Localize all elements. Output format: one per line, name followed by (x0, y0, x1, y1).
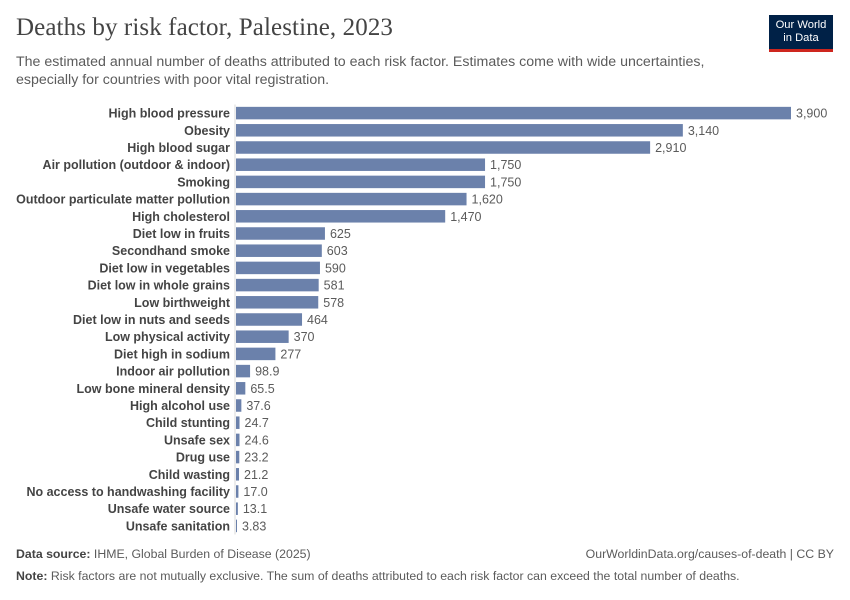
value-label: 37.6 (246, 399, 270, 413)
value-label: 1,750 (490, 175, 521, 189)
value-label: 1,470 (450, 210, 481, 224)
bar[interactable] (236, 485, 239, 498)
value-label: 464 (307, 313, 328, 327)
value-label: 24.6 (245, 433, 269, 447)
bar[interactable] (236, 519, 237, 533)
bar[interactable] (236, 450, 240, 464)
value-label: 1,620 (472, 193, 503, 207)
bar[interactable] (236, 364, 251, 378)
category-label: High blood pressure (108, 107, 230, 121)
category-label: Child stunting (146, 416, 230, 430)
category-label: Drug use (176, 451, 230, 465)
category-label: Diet low in nuts and seeds (73, 313, 230, 327)
logo-line-1: Our World (775, 19, 827, 31)
category-label: Unsafe sanitation (126, 519, 230, 533)
data-source-label: Data source: (16, 547, 91, 561)
bar[interactable] (236, 313, 303, 326)
bar[interactable] (236, 347, 276, 361)
bar[interactable] (236, 468, 240, 481)
value-label: 3.83 (242, 519, 266, 533)
category-label: Secondhand smoke (112, 244, 230, 258)
value-label: 98.9 (255, 365, 279, 379)
value-label: 590 (325, 261, 346, 275)
category-label: High alcohol use (130, 399, 230, 413)
bar[interactable] (236, 244, 322, 257)
value-label: 625 (330, 227, 351, 241)
logo-line-2: in Data (783, 32, 819, 44)
bar[interactable] (236, 261, 320, 275)
value-label: 3,140 (688, 124, 719, 138)
category-label: Outdoor particulate matter pollution (16, 193, 230, 207)
bar[interactable] (236, 175, 486, 189)
value-label: 581 (324, 279, 345, 293)
footnote: Note: Risk factors are not mutually excl… (16, 569, 740, 583)
bar[interactable] (236, 296, 319, 309)
category-label: Unsafe sex (164, 433, 230, 447)
bar[interactable] (236, 502, 238, 515)
bar[interactable] (236, 278, 319, 292)
note-text: Risk factors are not mutually exclusive.… (50, 569, 740, 583)
category-label: Low birthweight (134, 296, 231, 310)
chart-title: Deaths by risk factor, Palestine, 2023 (16, 14, 394, 41)
category-label: High blood sugar (127, 141, 230, 155)
chart-subtitle: The estimated annual number of deaths at… (16, 54, 705, 88)
category-label: Obesity (184, 124, 230, 138)
category-label: Low physical activity (105, 330, 230, 344)
value-label: 23.2 (244, 451, 268, 465)
category-label: Diet high in sodium (114, 347, 230, 361)
category-label: Low bone mineral density (77, 382, 231, 396)
bar-chart: High blood pressure 3,900 Obesity 3,140 High… (16, 104, 827, 535)
data-source: Data source: IHME, Global Burden of Dise… (16, 547, 311, 561)
value-label: 2,910 (655, 141, 686, 155)
category-label: Diet low in whole grains (88, 279, 230, 293)
value-label: 603 (327, 244, 348, 258)
category-label: High cholesterol (132, 210, 230, 224)
category-label: Unsafe water source (108, 502, 230, 516)
value-label: 578 (323, 296, 344, 310)
category-label: Indoor air pollution (116, 365, 230, 379)
bar[interactable] (236, 433, 240, 447)
value-label: 13.1 (243, 502, 267, 516)
category-label: Diet low in fruits (133, 227, 230, 241)
value-label: 277 (280, 347, 301, 361)
value-label: 21.2 (244, 468, 268, 482)
data-source-text[interactable]: IHME, Global Burden of Disease (2025) (93, 547, 311, 561)
value-label: 24.7 (245, 416, 269, 430)
value-label: 3,900 (796, 107, 827, 121)
note-label: Note: (16, 569, 48, 583)
bar[interactable] (236, 141, 651, 154)
bar[interactable] (236, 330, 289, 343)
value-label: 17.0 (243, 485, 267, 499)
category-label: Diet low in vegetables (99, 261, 230, 275)
bar[interactable] (236, 227, 325, 240)
category-label: Air pollution (outdoor & indoor) (43, 158, 230, 172)
bar[interactable] (236, 210, 446, 223)
value-label: 65.5 (250, 382, 274, 396)
bar[interactable] (236, 106, 791, 120)
value-label: 370 (294, 330, 315, 344)
category-label: Smoking (177, 175, 230, 189)
bar[interactable] (236, 416, 240, 429)
bar[interactable] (236, 192, 467, 206)
source-url[interactable]: OurWorldinData.org/causes-of-death | CC … (585, 547, 834, 561)
category-label: Child wasting (149, 468, 230, 482)
bar[interactable] (236, 382, 246, 395)
value-label: 1,750 (490, 158, 521, 172)
category-label: No access to handwashing facility (26, 485, 230, 499)
bar[interactable] (236, 158, 486, 171)
owid-logo[interactable]: Our World in Data (769, 15, 833, 52)
bar[interactable] (236, 399, 242, 412)
bar[interactable] (236, 124, 683, 137)
